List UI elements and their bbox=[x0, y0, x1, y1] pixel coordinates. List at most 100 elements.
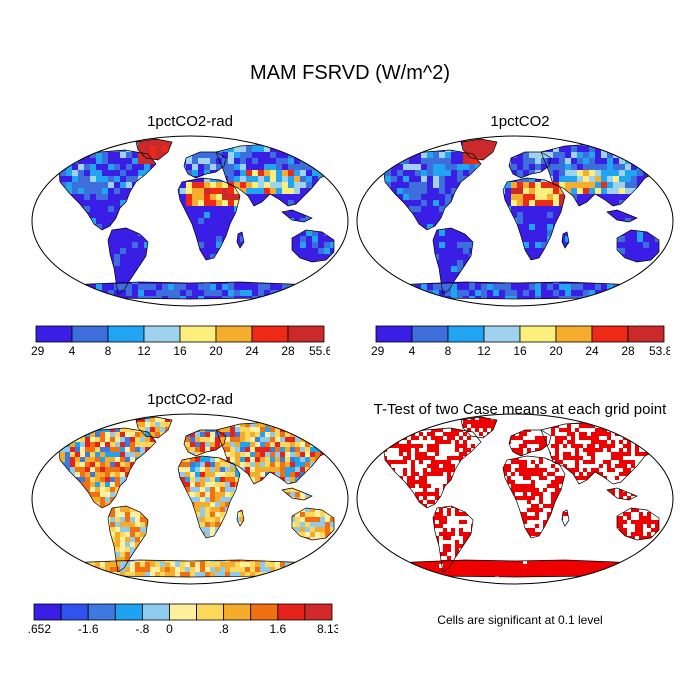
colorbar-ctl-tick-label: .29 bbox=[370, 344, 385, 358]
coastline-north-america bbox=[57, 427, 157, 509]
colorbar-diff-swatch bbox=[141, 603, 170, 621]
colorbar-ctl-swatch bbox=[591, 325, 629, 343]
coastline-africa bbox=[502, 455, 566, 539]
colorbar-ctl-swatch bbox=[555, 325, 593, 343]
colorbar-diff-swatch bbox=[250, 603, 279, 621]
colorbar-rad-tick-label: .29 bbox=[30, 344, 45, 358]
colorbar-rad-swatch bbox=[143, 325, 181, 343]
coastline-australia bbox=[291, 229, 335, 263]
coastline-australia bbox=[616, 229, 660, 263]
coastline-north-america bbox=[57, 149, 157, 231]
colorbar-diff-tick-label: -1.6 bbox=[78, 622, 99, 636]
colorbar-rad-swatch bbox=[179, 325, 217, 343]
coastline-greenland bbox=[135, 416, 173, 439]
colorbar-ctl-tick-label: 12 bbox=[477, 344, 491, 358]
colorbar-ctl-tick-label: 53.83 bbox=[649, 344, 670, 358]
map-frame bbox=[356, 413, 674, 585]
colorbar-ctl-swatch bbox=[411, 325, 449, 343]
coastline-europe bbox=[508, 151, 552, 179]
coastline-madagascar bbox=[561, 509, 570, 527]
colorbar-ctl-swatch bbox=[375, 325, 413, 343]
colorbar-rad-tick-label: 55.65 bbox=[309, 344, 330, 358]
panel-title-diff-line1: 1pctCO2-rad bbox=[147, 391, 233, 408]
colorbar-ctl-tick-label: 16 bbox=[513, 344, 527, 358]
coastline-greenland bbox=[135, 138, 173, 161]
coastline-africa bbox=[177, 455, 241, 539]
coastline-europe bbox=[183, 151, 227, 179]
colorbar-rad-tick-label: 24 bbox=[245, 344, 259, 358]
colorbar-diff-tick-label: -4.652 bbox=[28, 622, 51, 636]
colorbar-diff-tick-label: 8.135 bbox=[317, 622, 338, 636]
colorbar-diff-swatch bbox=[87, 603, 116, 621]
colorbar-rad-tick-label: 4 bbox=[69, 344, 76, 358]
colorbar-rad-tick-label: 8 bbox=[105, 344, 112, 358]
colorbar-ctl-tick-label: 8 bbox=[445, 344, 452, 358]
colorbar-rad-tick-label: 12 bbox=[137, 344, 151, 358]
map-panel-ttest bbox=[356, 413, 674, 585]
coastline-indonesia bbox=[281, 487, 313, 501]
colorbar-diff-tick-label: 0 bbox=[166, 622, 173, 636]
map-frame bbox=[31, 413, 349, 585]
map-panel-rad bbox=[31, 135, 349, 307]
map-panel-ctl bbox=[356, 135, 674, 307]
colorbar-rad-swatch bbox=[215, 325, 253, 343]
colorbar-rad: .29 4 8 12 16 20 24 28 55.65 bbox=[30, 325, 330, 358]
coastline-madagascar bbox=[561, 231, 570, 249]
colorbar-diff-swatch bbox=[33, 603, 62, 621]
colorbar-diff-swatch bbox=[223, 603, 252, 621]
colorbar-rad-swatch bbox=[287, 325, 325, 343]
colorbar-ctl-swatch bbox=[483, 325, 521, 343]
coastline-madagascar bbox=[236, 509, 245, 527]
colorbar-ctl-swatch bbox=[627, 325, 665, 343]
colorbar-diff-swatch bbox=[196, 603, 225, 621]
colorbar-ctl-swatch bbox=[447, 325, 485, 343]
colorbar-rad-tick-label: 28 bbox=[281, 344, 295, 358]
coastline-europe bbox=[508, 429, 552, 457]
coastline-south-america bbox=[432, 505, 474, 573]
colorbar-diff: -4.652 -1.6 -.8 0 .8 1.6 8.135 bbox=[28, 603, 338, 636]
colorbar-diff-swatch bbox=[169, 603, 197, 621]
colorbar-ctl-tick-label: 4 bbox=[409, 344, 416, 358]
coastline-indonesia bbox=[281, 209, 313, 223]
colorbar-rad-swatch bbox=[107, 325, 145, 343]
colorbar-rad-tick-label: 16 bbox=[173, 344, 187, 358]
coastline-europe bbox=[183, 429, 227, 457]
colorbar-diff-swatch bbox=[114, 603, 143, 621]
coastline-australia bbox=[291, 507, 335, 541]
coastline-greenland bbox=[460, 416, 498, 439]
coastline-africa bbox=[177, 177, 241, 261]
colorbar-ctl-tick-label: 20 bbox=[549, 344, 563, 358]
coastline-australia bbox=[616, 507, 660, 541]
coastline-south-america bbox=[107, 505, 149, 573]
colorbar-rad-swatch bbox=[35, 325, 73, 343]
coastline-north-america bbox=[382, 149, 482, 231]
colorbar-diff-tick-label: .8 bbox=[219, 622, 229, 636]
panel-title-rad-line1: 1pctCO2-rad bbox=[147, 113, 233, 130]
panel-title-ctl-line1: 1pctCO2 bbox=[490, 113, 550, 130]
coastline-indonesia bbox=[606, 209, 638, 223]
map-frame bbox=[31, 135, 349, 307]
colorbar-rad-swatch bbox=[251, 325, 289, 343]
colorbar-rad-swatch bbox=[71, 325, 109, 343]
coastline-indonesia bbox=[606, 487, 638, 501]
colorbar-ctl-tick-label: 24 bbox=[585, 344, 599, 358]
coastline-south-america bbox=[107, 227, 149, 295]
colorbar-ctl: .29 4 8 12 16 20 24 28 53.83 bbox=[370, 325, 670, 358]
map-frame bbox=[356, 135, 674, 307]
colorbar-rad-tick-label: 20 bbox=[209, 344, 223, 358]
significance-note: Cells are significant at 0.1 level bbox=[437, 613, 603, 627]
colorbar-ctl-swatch bbox=[519, 325, 557, 343]
coastline-greenland bbox=[460, 138, 498, 161]
coastline-africa bbox=[502, 177, 566, 261]
coastline-south-america bbox=[432, 227, 474, 295]
colorbar-ctl-tick-label: 28 bbox=[621, 344, 635, 358]
figure-title: MAM FSRVD (W/m^2) bbox=[249, 62, 451, 84]
colorbar-diff-tick-label: -.8 bbox=[135, 622, 149, 636]
colorbar-diff-swatch bbox=[60, 603, 89, 621]
coastline-north-america bbox=[382, 427, 482, 509]
map-panel-diff bbox=[31, 413, 349, 585]
colorbar-diff-tick-label: 1.6 bbox=[269, 622, 286, 636]
colorbar-diff-swatch bbox=[277, 603, 306, 621]
colorbar-diff-swatch bbox=[304, 603, 333, 621]
coastline-madagascar bbox=[236, 231, 245, 249]
